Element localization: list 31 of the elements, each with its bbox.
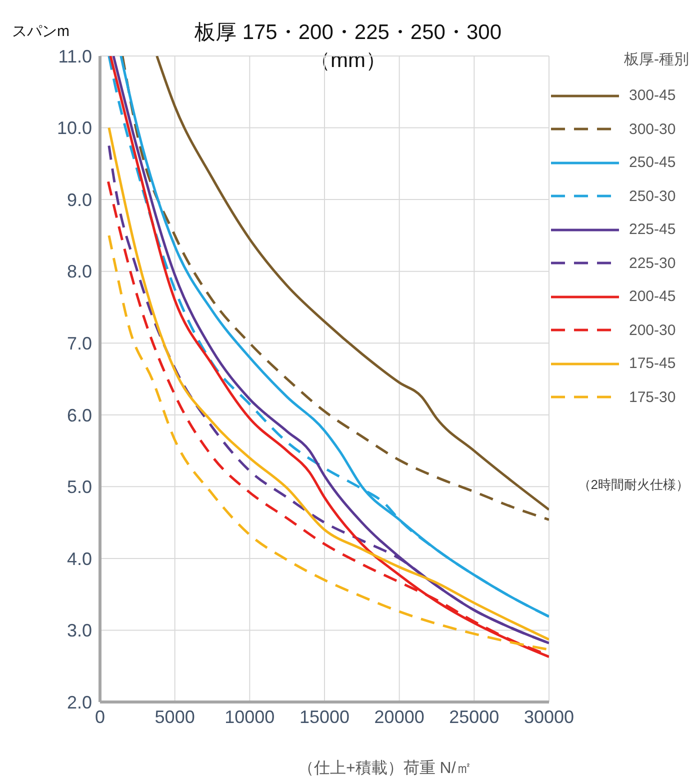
y-tick-label: 4.0 xyxy=(66,548,92,569)
text: （2時間耐火仕様） xyxy=(576,476,689,494)
legend-label: 225-30 xyxy=(629,254,676,272)
y-tick-label: 9.0 xyxy=(66,190,92,210)
y-tick-label: 5.0 xyxy=(66,477,92,498)
x-tick-label: 10000 xyxy=(224,706,275,727)
x-tick-label: 5000 xyxy=(154,706,195,727)
x-tick-label: 30000 xyxy=(524,706,574,727)
legend-label: 200-30 xyxy=(629,322,676,339)
y-tick-label: 7.0 xyxy=(66,334,92,354)
x-tick-label: 0 xyxy=(94,706,106,727)
x-tick-label: 20000 xyxy=(374,706,424,727)
y-tick-label: 11.0 xyxy=(58,46,92,66)
y-axis-title: スパンm xyxy=(12,22,70,41)
legend-label: 175-45 xyxy=(629,355,676,372)
x-axis-title: （仕上+積載）荷重 N/㎡ xyxy=(298,758,472,779)
x-tick-label: 15000 xyxy=(299,706,350,727)
legend-title: 板厚-種別 xyxy=(623,50,689,69)
y-tick-label: 6.0 xyxy=(66,405,92,426)
legend-label: 250-30 xyxy=(629,188,676,205)
y-tick-label: 10.0 xyxy=(56,118,92,138)
x-tick-label: 25000 xyxy=(449,706,500,727)
legend-label: 175-30 xyxy=(629,388,676,406)
y-tick-label: 3.0 xyxy=(66,620,92,641)
legend-label: 300-30 xyxy=(629,120,676,138)
y-tick-label: 8.0 xyxy=(66,262,92,282)
y-tick-label: 2.0 xyxy=(66,692,92,712)
legend-label: 225-45 xyxy=(629,221,676,238)
legend-label: 200-45 xyxy=(629,288,676,306)
legend-label: 300-45 xyxy=(629,87,676,104)
legend-label: 250-45 xyxy=(629,154,676,172)
